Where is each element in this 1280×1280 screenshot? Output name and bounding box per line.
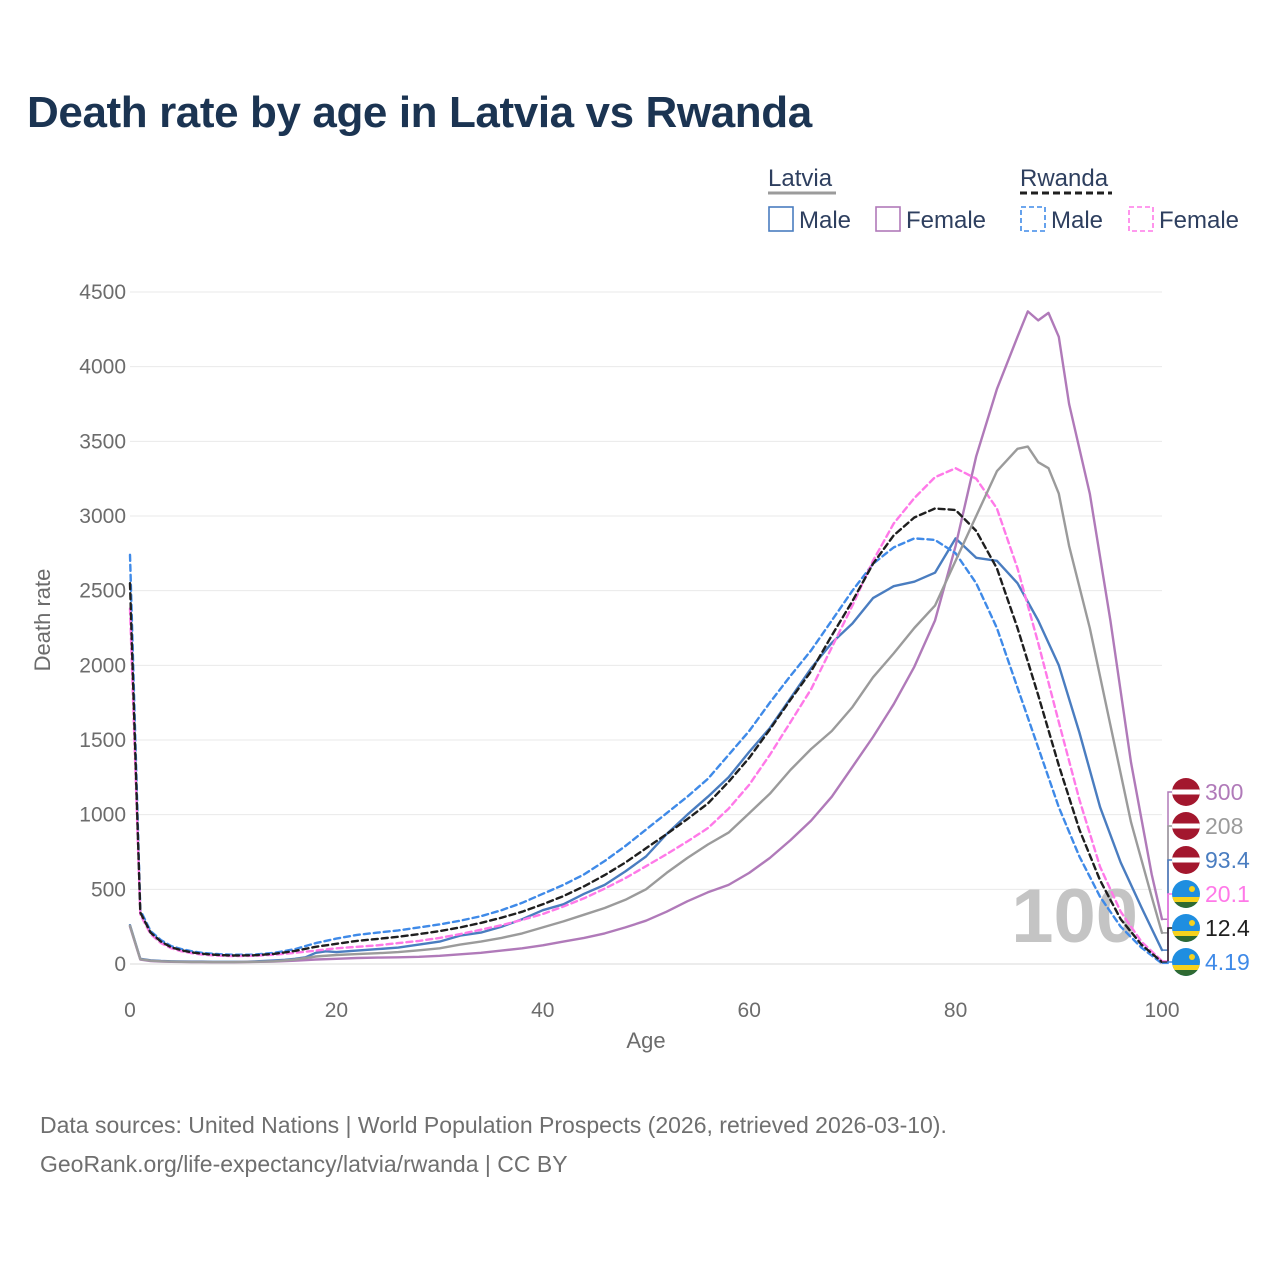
y-tick-label: 500 [91, 878, 126, 901]
end-value-label: 4.19 [1205, 949, 1250, 975]
legend-group-latvia: Latvia [768, 165, 833, 192]
rwanda-flag-icon [1172, 948, 1200, 976]
x-axis-title: Age [626, 1028, 665, 1053]
end-label-connector [1162, 961, 1174, 965]
latvia-flag-icon [1172, 846, 1200, 874]
end-value-label: 20.1 [1205, 881, 1250, 907]
x-tick-label: 40 [531, 999, 554, 1022]
y-tick-label: 0 [114, 953, 126, 976]
series-line-rwanda-both-sexes [128, 507, 1164, 964]
y-tick-label: 2000 [79, 654, 126, 677]
x-tick-label: 100 [1144, 999, 1179, 1022]
y-tick-label: 1000 [79, 804, 126, 827]
series-line-rwanda-male [128, 537, 1164, 965]
series-line-latvia-male [128, 537, 1164, 963]
legend-label-rwanda-male[interactable]: Male [1051, 207, 1103, 234]
y-tick-label: 1500 [79, 729, 126, 752]
chart-title: Death rate by age in Latvia vs Rwanda [27, 88, 812, 137]
y-tick-label: 4000 [79, 356, 126, 379]
legend-label-rwanda-female[interactable]: Female [1159, 207, 1239, 234]
legend-group-rwanda: Rwanda [1020, 165, 1109, 192]
legend-label-latvia-female[interactable]: Female [906, 207, 986, 234]
y-tick-label: 2500 [79, 580, 126, 603]
legend-swatch-rwanda-male[interactable] [1020, 206, 1046, 232]
footer-link[interactable]: GeoRank.org/life-expectancy/latvia/rwand… [40, 1151, 568, 1177]
x-tick-label: 60 [738, 999, 761, 1022]
rwanda-flag-icon [1172, 914, 1200, 942]
latvia-flag-icon [1172, 778, 1200, 806]
legend-swatch-latvia-female[interactable] [875, 206, 901, 232]
y-tick-label: 3500 [79, 430, 126, 453]
legend-label-latvia-male[interactable]: Male [799, 207, 851, 234]
x-tick-label: 0 [124, 999, 136, 1022]
end-value-label: 12.4 [1205, 915, 1250, 941]
y-tick-label: 4500 [79, 281, 126, 304]
legend: Latvia Male Female Rwanda Male Female [768, 165, 1239, 234]
series-line-rwanda-female [128, 467, 1164, 963]
legend-swatch-latvia-male[interactable] [768, 206, 794, 232]
end-labels: 300 208 93.4 20.1 12.4 4.19 [1162, 778, 1250, 976]
age-watermark: 100 [1011, 874, 1138, 959]
legend-swatch-rwanda-female[interactable] [1128, 206, 1154, 232]
y-tick-label: 3000 [79, 505, 126, 528]
y-axis-title: Death rate [30, 569, 55, 672]
footer-sources: Data sources: United Nations | World Pop… [40, 1112, 947, 1138]
x-tick-label: 80 [944, 999, 967, 1022]
latvia-flag-icon [1172, 812, 1200, 840]
axes: 0 500 1000 1500 2000 2500 3000 3500 4000 4500 0 20 4… [30, 281, 1180, 1053]
series-line-latvia-female [128, 310, 1164, 964]
end-value-label: 300 [1205, 779, 1243, 805]
rwanda-flag-icon [1172, 880, 1200, 908]
series-line-latvia-both-sexes [128, 445, 1164, 964]
grid-lines [130, 291, 1162, 965]
footer: Data sources: United Nations | World Pop… [40, 1106, 947, 1184]
end-value-label: 93.4 [1205, 847, 1250, 873]
end-value-label: 208 [1205, 813, 1243, 839]
series-lines [128, 310, 1164, 965]
end-label-connector [1162, 927, 1174, 963]
x-tick-label: 20 [325, 999, 348, 1022]
